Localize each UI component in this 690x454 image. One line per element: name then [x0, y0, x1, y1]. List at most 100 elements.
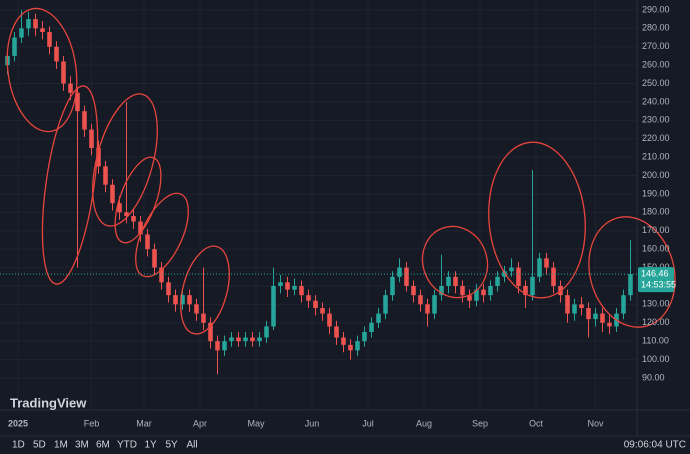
candle-body: [68, 83, 73, 93]
y-tick-label: 170.00: [642, 225, 670, 235]
range-button[interactable]: 3M: [75, 440, 89, 451]
annotation-circle: [488, 141, 586, 299]
candle-body: [446, 276, 451, 286]
candle-body: [369, 322, 374, 332]
annotation-circle: [114, 156, 162, 244]
candle-body: [236, 337, 241, 342]
candle-body: [341, 337, 346, 345]
x-tick-label: May: [247, 418, 265, 428]
price-label: 146.46: [641, 268, 669, 278]
candle-body: [26, 19, 31, 29]
range-button[interactable]: 5Y: [166, 440, 179, 451]
y-tick-label: 150.00: [642, 262, 670, 272]
candle-body: [54, 46, 59, 62]
range-button[interactable]: 1Y: [145, 440, 158, 451]
candle-body: [348, 344, 353, 351]
annotation-circle: [588, 216, 676, 328]
candle-body: [460, 285, 465, 296]
y-tick-label: 180.00: [642, 207, 670, 217]
x-tick-label: Feb: [84, 418, 100, 428]
x-tick-label: Oct: [529, 418, 544, 428]
candle-body: [439, 285, 444, 296]
clock: 09:06:04 UTC: [624, 440, 686, 451]
x-tick-label: Aug: [416, 418, 432, 428]
candle-body: [320, 308, 325, 314]
candle-body: [565, 295, 570, 314]
candle-body: [173, 295, 178, 305]
annotation-circle: [421, 225, 489, 299]
x-tick-label: Jun: [305, 418, 320, 428]
range-button[interactable]: YTD: [117, 440, 137, 451]
range-button[interactable]: 1D: [12, 440, 25, 451]
candle-body: [124, 212, 129, 217]
candle-body: [187, 295, 192, 305]
candle-body: [495, 276, 500, 286]
candle-body: [89, 129, 94, 148]
range-button[interactable]: 1M: [54, 440, 68, 451]
range-button[interactable]: 6M: [96, 440, 110, 451]
y-tick-label: 120.00: [642, 317, 670, 327]
candle-body: [579, 304, 584, 309]
candle-body: [607, 322, 612, 327]
x-tick-label: 2025: [8, 418, 28, 428]
toolbar: 1D 5D 1M 3M 6M YTD 1Y 5Y All: [12, 440, 198, 451]
range-button[interactable]: All: [187, 440, 198, 451]
candle-body: [40, 28, 45, 33]
candle-body: [82, 111, 87, 130]
y-tick-label: 130.00: [642, 299, 670, 309]
logo: TradingView: [10, 395, 87, 410]
countdown: 14:53:55: [641, 279, 676, 289]
candle-body: [208, 322, 213, 342]
y-tick-label: 290.00: [642, 4, 670, 14]
candle-body: [334, 326, 339, 338]
candle-body: [19, 28, 24, 38]
annotation-circle: [6, 7, 78, 133]
candle-body: [488, 285, 493, 296]
candle-body: [474, 289, 479, 301]
candle-body: [327, 313, 332, 327]
y-tick-label: 240.00: [642, 96, 670, 106]
y-tick-label: 110.00: [642, 336, 669, 346]
candle-body: [390, 276, 395, 296]
y-tick-label: 230.00: [642, 115, 670, 125]
candle-body: [299, 285, 304, 296]
candle-body: [481, 289, 486, 296]
candle-body: [544, 258, 549, 268]
x-tick-label: Sep: [472, 418, 488, 428]
candle-body: [593, 313, 598, 320]
candle-body: [306, 295, 311, 301]
candle-body: [12, 37, 17, 56]
y-tick-label: 100.00: [642, 354, 670, 364]
candle-body: [411, 285, 416, 296]
candle-body: [397, 267, 402, 277]
candle-body: [355, 341, 360, 351]
candle-body: [131, 216, 136, 222]
y-tick-label: 280.00: [642, 23, 670, 33]
candle-body: [180, 295, 185, 305]
candle-body: [110, 184, 115, 204]
candle-body: [572, 304, 577, 314]
candle-body: [278, 282, 283, 286]
candle-body: [152, 249, 157, 268]
range-button[interactable]: 5D: [33, 440, 46, 451]
candle-body: [194, 304, 199, 314]
x-tick-label: Nov: [587, 418, 604, 428]
candle-body: [362, 331, 367, 342]
candle-body: [75, 92, 80, 112]
annotation-circle: [135, 192, 189, 278]
y-tick-label: 90.00: [642, 372, 665, 382]
annotation-circle: [180, 245, 230, 335]
x-tick-label: Apr: [193, 418, 207, 428]
candle-body: [257, 337, 262, 342]
candle-body: [215, 341, 220, 351]
candle-body: [61, 61, 66, 84]
candle-body: [404, 267, 409, 286]
candle-body: [418, 295, 423, 305]
candle-body: [530, 276, 535, 296]
y-tick-label: 190.00: [642, 188, 670, 198]
candle-body: [243, 337, 248, 342]
y-tick-label: 210.00: [642, 152, 670, 162]
candle-body: [383, 295, 388, 314]
